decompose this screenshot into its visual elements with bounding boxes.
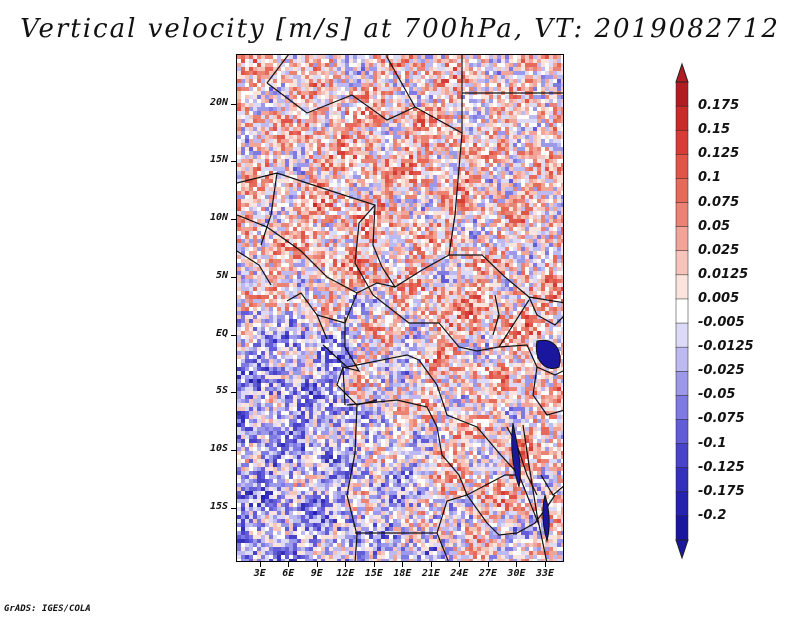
colorbar-swatch (675, 371, 689, 397)
grads-credit: GrADS: IGES/COLA (4, 604, 91, 614)
colorbar-swatch (675, 322, 689, 348)
map-canvas (237, 55, 563, 561)
colorbar-swatch (675, 129, 689, 156)
colorbar-swatch (675, 298, 689, 324)
colorbar-swatch (675, 467, 689, 493)
colorbar-swatch (675, 443, 689, 469)
colorbar-label: -0.025 (698, 363, 745, 379)
colorbar-label: -0.005 (698, 315, 745, 331)
lat-tick-mark (231, 103, 236, 105)
colorbar-label: 0.125 (698, 146, 740, 162)
velocity-field (237, 55, 563, 561)
lat-tick-mark (231, 334, 236, 336)
colorbar-label: -0.175 (698, 483, 745, 499)
velocity-map (236, 54, 564, 562)
colorbar-label: 0.075 (698, 194, 740, 210)
lat-tick-label: EQ (215, 327, 228, 339)
lat-tick-mark (231, 219, 236, 221)
lat-tick-mark (231, 161, 236, 163)
lon-tick-label: 30E (507, 568, 526, 579)
colorbar-swatch (675, 105, 689, 131)
lon-tick-label: 3E (253, 568, 266, 579)
lakes (511, 339, 561, 543)
lat-tick-label: 10N (209, 212, 228, 224)
colorbar-swatch (675, 419, 689, 445)
lat-tick-label: 10S (209, 443, 228, 454)
lat-tick-label: 5N (215, 269, 228, 281)
lat-tick-mark (231, 276, 236, 278)
lat-tick-label: 15N (209, 154, 228, 166)
country-borders (237, 55, 563, 561)
colorbar-swatch (675, 226, 689, 252)
lon-tick-label: 15E (364, 568, 383, 579)
colorbar (675, 62, 689, 560)
lon-tick-mark (402, 562, 404, 567)
lat-tick-mark (231, 507, 236, 509)
colorbar-swatch (675, 346, 689, 373)
lat-tick-label: 15S (209, 500, 228, 512)
lat-tick-label: 5S (215, 385, 228, 397)
lon-tick-label: 12E (336, 568, 355, 579)
colorbar-swatch (675, 491, 689, 517)
colorbar-label: 0.025 (698, 242, 740, 258)
lon-tick-mark (430, 562, 432, 567)
colorbar-swatch (675, 154, 689, 180)
colorbar-label: 0.15 (698, 122, 731, 138)
colorbar-swatch (675, 395, 689, 421)
colorbar-label: 0.05 (698, 218, 731, 234)
colorbar-label: 0.005 (698, 290, 740, 306)
lat-tick-mark (231, 450, 236, 451)
plot-title: Vertical velocity [m/s] at 700hPa, VT: 2… (20, 14, 780, 44)
colorbar-label: -0.075 (698, 411, 745, 427)
colorbar-label: -0.2 (698, 507, 727, 523)
colorbar-min-arrow (675, 539, 689, 560)
colorbar-label: 0.0125 (698, 266, 749, 282)
colorbar-swatch (675, 178, 689, 204)
lat-tick-label: 20N (209, 96, 228, 108)
colorbar-label: -0.125 (698, 459, 745, 475)
colorbar-swatch (675, 515, 689, 541)
colorbar-label: -0.1 (698, 435, 727, 451)
colorbar-max-arrow (675, 62, 689, 83)
lon-tick-label: 6E (282, 568, 295, 579)
lon-tick-mark (259, 562, 261, 567)
lon-tick-mark (459, 562, 461, 567)
colorbar-label: -0.0125 (698, 339, 754, 355)
colorbar-swatch (675, 274, 689, 300)
colorbar-swatch (675, 202, 689, 228)
lon-tick-mark (316, 562, 318, 567)
lon-tick-label: 27E (478, 568, 497, 579)
lon-tick-mark (345, 562, 347, 567)
lon-tick-mark (487, 562, 489, 567)
colorbar-label: 0.175 (698, 98, 740, 114)
lon-tick-label: 18E (393, 568, 412, 579)
lon-tick-mark (516, 562, 518, 567)
lon-tick-label: 33E (535, 568, 555, 579)
lon-tick-label: 9E (310, 568, 323, 579)
lat-tick-mark (231, 392, 236, 394)
colorbar-swatch (675, 81, 689, 107)
lon-tick-mark (288, 562, 290, 567)
lon-tick-mark (544, 562, 546, 567)
lon-tick-mark (373, 562, 375, 567)
lon-tick-label: 21E (421, 568, 440, 579)
colorbar-swatch (675, 250, 689, 276)
colorbar-label: -0.05 (698, 387, 736, 403)
lon-tick-label: 24E (450, 568, 469, 579)
colorbar-label: 0.1 (698, 170, 722, 186)
